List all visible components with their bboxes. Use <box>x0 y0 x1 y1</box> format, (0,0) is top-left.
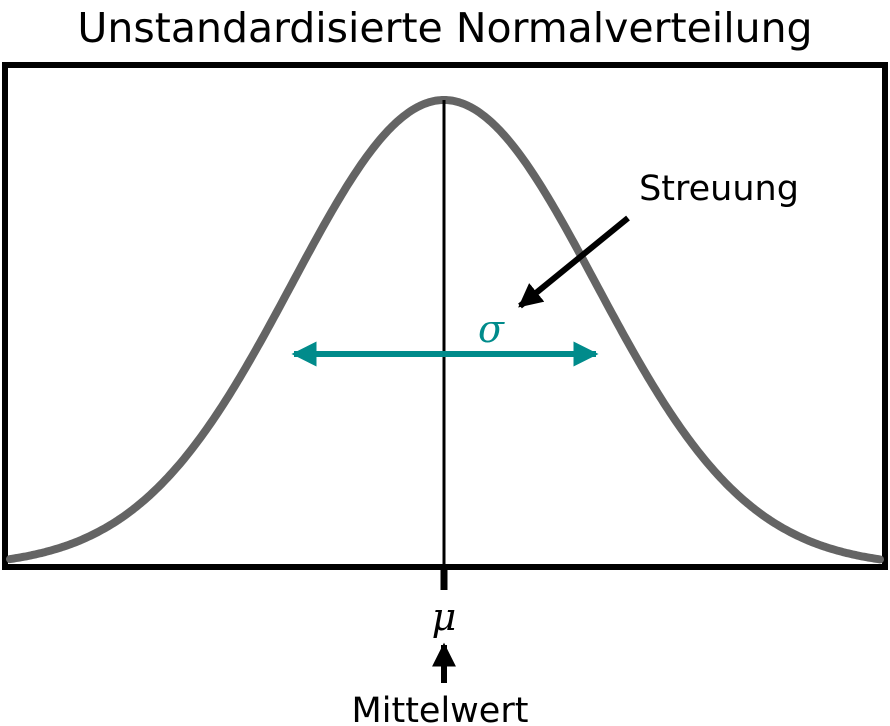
sigma-symbol: σ <box>478 307 505 351</box>
mu-symbol: μ <box>432 595 457 639</box>
spread-arrow <box>518 215 630 309</box>
spread-label: Streuung <box>639 169 799 209</box>
diagram-title: Unstandardisierte Normalverteilung <box>77 4 812 52</box>
mean-label: Mittelwert <box>352 691 529 726</box>
